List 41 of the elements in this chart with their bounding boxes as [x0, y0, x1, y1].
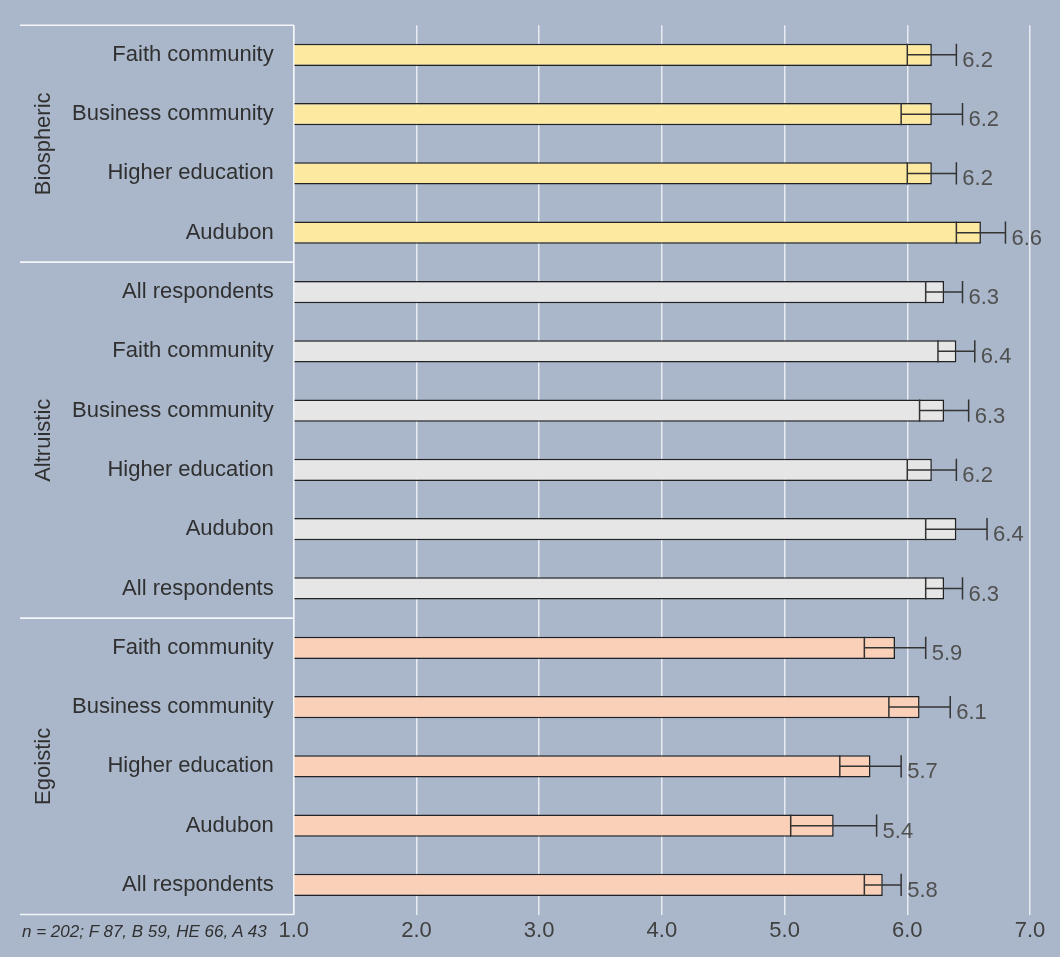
y-tick-label: Business community: [71, 693, 274, 719]
data-label: 5.7: [907, 758, 938, 784]
y-tick-label: Audubon: [185, 515, 274, 541]
data-label: 5.4: [882, 817, 914, 843]
data-label: 6.4: [980, 343, 1012, 369]
text: Biospheric: [30, 92, 56, 196]
y-tick-label: Higher education: [107, 752, 274, 778]
data-label: 6.1: [956, 699, 987, 725]
y-tick-label: Faith community: [112, 633, 274, 659]
data-label: 5.9: [931, 639, 963, 665]
y-tick-label: Higher education: [107, 159, 274, 185]
data-label: 5.8: [907, 877, 938, 903]
text: Altruistic: [30, 398, 56, 482]
data-label: 6.6: [1011, 224, 1043, 250]
x-tick-label: 1.0: [278, 916, 310, 942]
x-tick-label: 4.0: [646, 916, 678, 942]
y-tick-label: All respondents: [122, 871, 274, 897]
y-tick-label: All respondents: [122, 574, 274, 600]
y-tick-label: All respondents: [122, 278, 274, 304]
text: Egoistic: [30, 727, 56, 805]
x-tick-label: 3.0: [523, 916, 555, 942]
x-tick-label: 6.0: [891, 916, 923, 942]
y-tick-label: Business community: [71, 396, 274, 422]
y-tick-label: Audubon: [185, 811, 274, 837]
y-tick-label: Business community: [71, 100, 274, 126]
data-label: 6.4: [993, 521, 1024, 547]
y-tick-label: Higher education: [107, 455, 274, 481]
data-label: 6.2: [968, 106, 1000, 132]
y-tick-label: Faith community: [112, 40, 274, 66]
x-tick-label: 5.0: [769, 916, 800, 942]
x-tick-label: 2.0: [401, 916, 432, 942]
data-label: 6.3: [974, 402, 1006, 428]
data-label: 6.2: [962, 461, 993, 487]
y-tick-label: Faith community: [112, 337, 274, 363]
data-label: 6.2: [962, 165, 993, 191]
text: n = 202; F 87, B 59, HE 66, A 43: [22, 922, 268, 942]
data-label: 6.3: [968, 580, 1000, 606]
data-label: 6.3: [968, 284, 1000, 310]
data-label: 6.2: [962, 46, 993, 72]
x-tick-label: 7.0: [1014, 916, 1046, 942]
y-tick-label: Audubon: [185, 218, 274, 244]
